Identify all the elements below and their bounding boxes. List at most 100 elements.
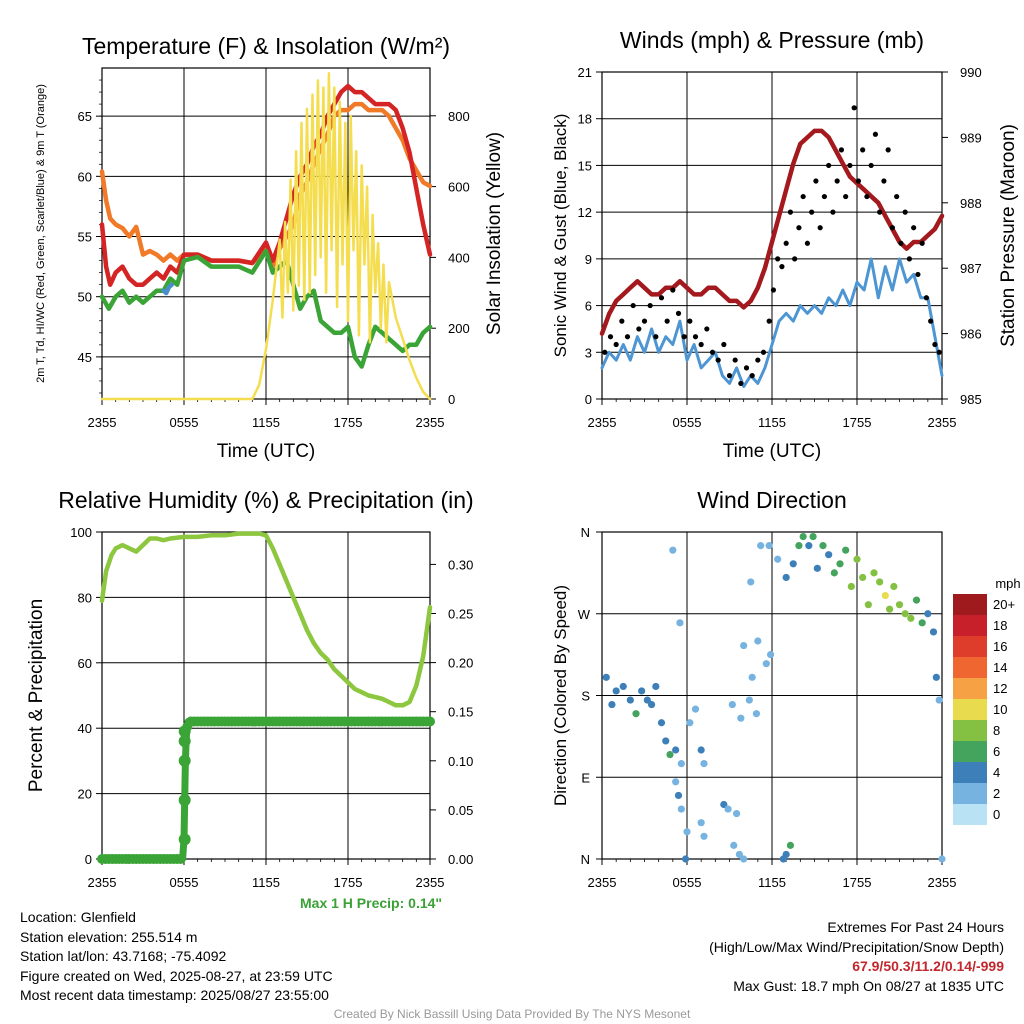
direction-point: [789, 560, 797, 568]
direction-point: [813, 564, 821, 572]
x-tick-label: 1155: [758, 415, 786, 430]
legend-title: mph: [995, 576, 1020, 591]
y-tick-label: 60: [78, 169, 92, 184]
plot-frame: [601, 71, 943, 400]
gust-point: [800, 193, 806, 200]
y-axis-label: 2m T, Td, HI/WC (Red, Green, Scarlet/Blu…: [35, 84, 47, 383]
direction-point: [674, 791, 683, 800]
gust-point: [726, 373, 733, 379]
direction-point: [735, 850, 744, 859]
legend-swatch: [953, 741, 987, 762]
gust-point: [919, 240, 925, 246]
direction-point: [662, 737, 670, 745]
x-tick-label: 0555: [673, 415, 702, 430]
gust-point: [743, 365, 750, 371]
direction-point: [890, 582, 898, 591]
direction-point: [677, 805, 685, 813]
x-tick-label: 2355: [928, 415, 957, 430]
y-axis-label-text: Sonic Wind & Gust (Blue, Black): [551, 114, 570, 358]
gust-point: [607, 334, 614, 340]
gust-point: [826, 162, 832, 169]
y-tick-label: 15: [578, 158, 592, 173]
gust-point: [619, 318, 625, 324]
x-tick-label: 2355: [588, 875, 617, 890]
legend-label: 20+: [993, 597, 1015, 612]
direction-point: [765, 542, 773, 550]
gust-point: [821, 193, 828, 200]
extremes-info: Extremes For Past 24 Hours (High/Low/Max…: [709, 918, 1004, 996]
direction-point: [809, 532, 817, 541]
y-tick-label: N: [581, 852, 590, 867]
y-tick-label: 21: [578, 65, 592, 80]
x-tick-label: 1755: [843, 415, 872, 430]
gust-point: [885, 147, 891, 153]
series-wind: [600, 257, 944, 388]
gust-point: [647, 302, 653, 309]
gust-point: [928, 318, 934, 324]
legend-label: 6: [993, 744, 1000, 759]
legend-swatch: [953, 783, 987, 804]
gust-point: [834, 178, 840, 184]
direction-point: [795, 542, 803, 550]
gust-point: [749, 373, 755, 379]
gust-point: [670, 287, 676, 293]
x-tick-label: 2355: [416, 875, 445, 890]
y-axis-label-text: Percent & Precipitation: [26, 599, 47, 792]
direction-point: [697, 819, 705, 827]
chart-title: Temperature (F) & Insolation (W/m²): [82, 33, 450, 59]
direction-point: [881, 591, 889, 600]
gust-point: [864, 193, 870, 200]
direction-point: [779, 855, 787, 863]
direction-point: [853, 555, 861, 563]
precip-point: [178, 754, 191, 767]
y2-tick-label: 0.25: [448, 607, 473, 622]
direction-point: [870, 569, 878, 577]
direction-point: [647, 700, 656, 709]
gust-point: [687, 318, 693, 324]
direction-point: [901, 610, 909, 618]
legend-swatch: [953, 720, 987, 741]
gust-point: [681, 334, 687, 340]
y2-axis-label-text: Solar Insolation (Yellow): [484, 132, 505, 335]
y2-tick-label: 200: [448, 321, 470, 336]
x-tick-label: 1155: [758, 875, 786, 890]
gust-point: [851, 105, 857, 111]
y-tick-label: 9: [585, 252, 592, 267]
direction-point: [799, 532, 807, 541]
x-tick-label: 1155: [252, 415, 280, 430]
y-tick-label: 0: [85, 852, 92, 867]
precip-point: [425, 716, 435, 727]
gust-point: [636, 326, 642, 332]
direction-point: [745, 696, 753, 704]
gust-point: [881, 178, 887, 184]
gust-point: [641, 318, 648, 324]
gust-point: [868, 162, 874, 169]
direction-point: [876, 578, 884, 586]
direction-point: [924, 610, 932, 618]
gust-point: [817, 225, 823, 231]
y-axis-label: Sonic Wind & Gust (Blue, Black): [551, 114, 570, 358]
precip-point: [178, 833, 191, 846]
y2-tick-label: 0.10: [448, 754, 473, 769]
gust-point: [658, 295, 665, 301]
precip-point: [175, 854, 186, 864]
gust-point: [653, 334, 659, 340]
max-gust: Max Gust: 18.7 mph On 08/27 at 1835 UTC: [733, 977, 1004, 994]
direction-point: [786, 841, 795, 849]
station-location: Location: Glenfield: [20, 909, 136, 925]
direction-point: [830, 569, 838, 577]
y-axis-label: Direction (Colored By Speed): [551, 585, 570, 806]
x-tick-label: 0555: [170, 415, 199, 430]
direction-point: [681, 855, 690, 863]
legend-swatch: [953, 678, 987, 699]
legend-label: 14: [993, 660, 1007, 675]
direction-point: [819, 542, 827, 550]
gust-point: [792, 256, 798, 262]
gust-point: [860, 147, 866, 153]
y-tick-label: 18: [578, 112, 592, 127]
direction-point: [740, 641, 748, 650]
y2-tick-label: 989: [960, 130, 982, 145]
figure-created: Figure created on Wed, 2025-08-27, at 23…: [20, 967, 333, 984]
y-tick-label: 12: [578, 205, 592, 220]
